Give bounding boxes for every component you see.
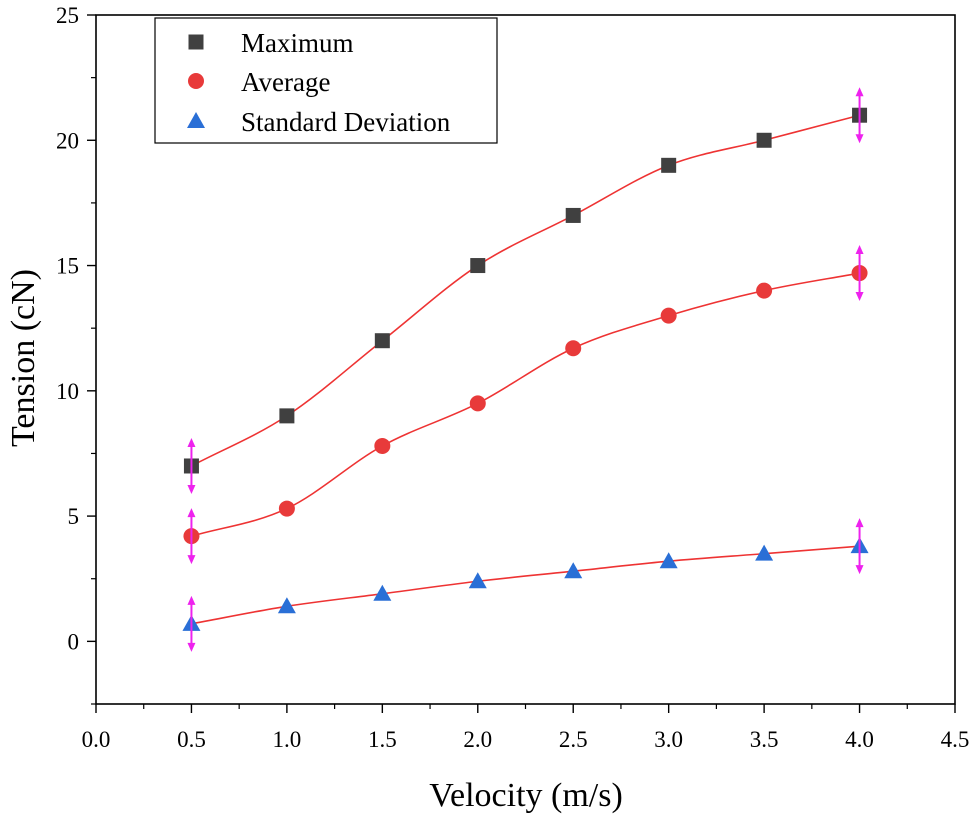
error-arrow-head-down (187, 642, 196, 652)
fit-line-standard-deviation (191, 545, 860, 625)
point-average (660, 307, 677, 324)
y-axis: 0 5 10 15 20 25 (56, 3, 96, 705)
x-tick-label: 0.5 (177, 727, 206, 752)
point-maximum (565, 207, 581, 223)
error-arrow (855, 245, 864, 302)
y-axis-title: Tension (cN) (5, 269, 42, 447)
legend-marker (187, 112, 205, 128)
error-arrow-head-up (855, 245, 864, 255)
y-tick-label: 15 (56, 254, 79, 279)
error-arrow (187, 437, 196, 494)
error-arrow (855, 87, 864, 144)
fit-line-maximum (191, 114, 860, 467)
error-arrow-head-up (187, 595, 196, 605)
x-tick-label: 1.0 (273, 727, 302, 752)
x-tick-label: 4.5 (941, 727, 970, 752)
x-tick-label: 2.0 (463, 727, 492, 752)
error-arrow-head-up (855, 87, 864, 97)
point-average (278, 500, 295, 517)
error-arrow-head-down (855, 292, 864, 302)
legend-box (154, 17, 498, 144)
fit-lines (191, 114, 860, 625)
legend: Maximum Average Standard Deviation (154, 17, 498, 144)
error-arrow-head-down (855, 565, 864, 575)
error-arrow-head-down (187, 484, 196, 494)
legend-label: Maximum (241, 28, 354, 58)
point-standard-deviation (659, 552, 678, 569)
x-tick-label: 3.0 (654, 727, 683, 752)
point-average (565, 340, 582, 357)
point-maximum (661, 157, 677, 173)
y-tick-label: 0 (68, 629, 80, 654)
point-average (469, 395, 486, 412)
y-tick-label: 25 (56, 3, 79, 28)
error-arrow-head-up (855, 518, 864, 528)
error-arrow-head-up (187, 508, 196, 518)
error-arrow (855, 518, 864, 575)
error-arrow-head-up (187, 437, 196, 447)
y-tick-label: 10 (56, 379, 79, 404)
x-tick-label: 3.5 (750, 727, 779, 752)
legend-marker (188, 73, 204, 89)
point-maximum (470, 258, 486, 274)
point-standard-deviation (468, 572, 487, 589)
point-average (374, 437, 391, 454)
point-standard-deviation (373, 584, 392, 601)
point-maximum (279, 408, 295, 424)
point-standard-deviation (564, 562, 583, 579)
error-arrow-head-down (855, 134, 864, 144)
markers (182, 107, 869, 631)
y-tick-label: 20 (56, 128, 79, 153)
point-average (756, 282, 773, 299)
fit-line-average (191, 272, 860, 537)
point-standard-deviation (277, 597, 296, 614)
legend-label: Standard Deviation (241, 107, 451, 137)
x-tick-label: 4.0 (845, 727, 874, 752)
legend-label: Average (241, 67, 330, 97)
y-tick-label: 5 (68, 504, 80, 529)
error-arrow-head-down (187, 555, 196, 565)
error-arrows (187, 87, 864, 652)
point-maximum (756, 132, 772, 148)
error-arrow (187, 595, 196, 652)
x-axis: 0.0 0.5 1.0 1.5 2.0 2.5 3.0 3.5 4.0 4.5 (82, 704, 970, 752)
x-tick-label: 2.5 (559, 727, 588, 752)
legend-marker (188, 34, 204, 50)
x-tick-label: 0.0 (82, 727, 111, 752)
x-axis-title: Velocity (m/s) (429, 777, 623, 814)
x-tick-label: 1.5 (368, 727, 397, 752)
point-standard-deviation (755, 544, 774, 561)
point-maximum (374, 333, 390, 349)
error-arrow (187, 508, 196, 565)
